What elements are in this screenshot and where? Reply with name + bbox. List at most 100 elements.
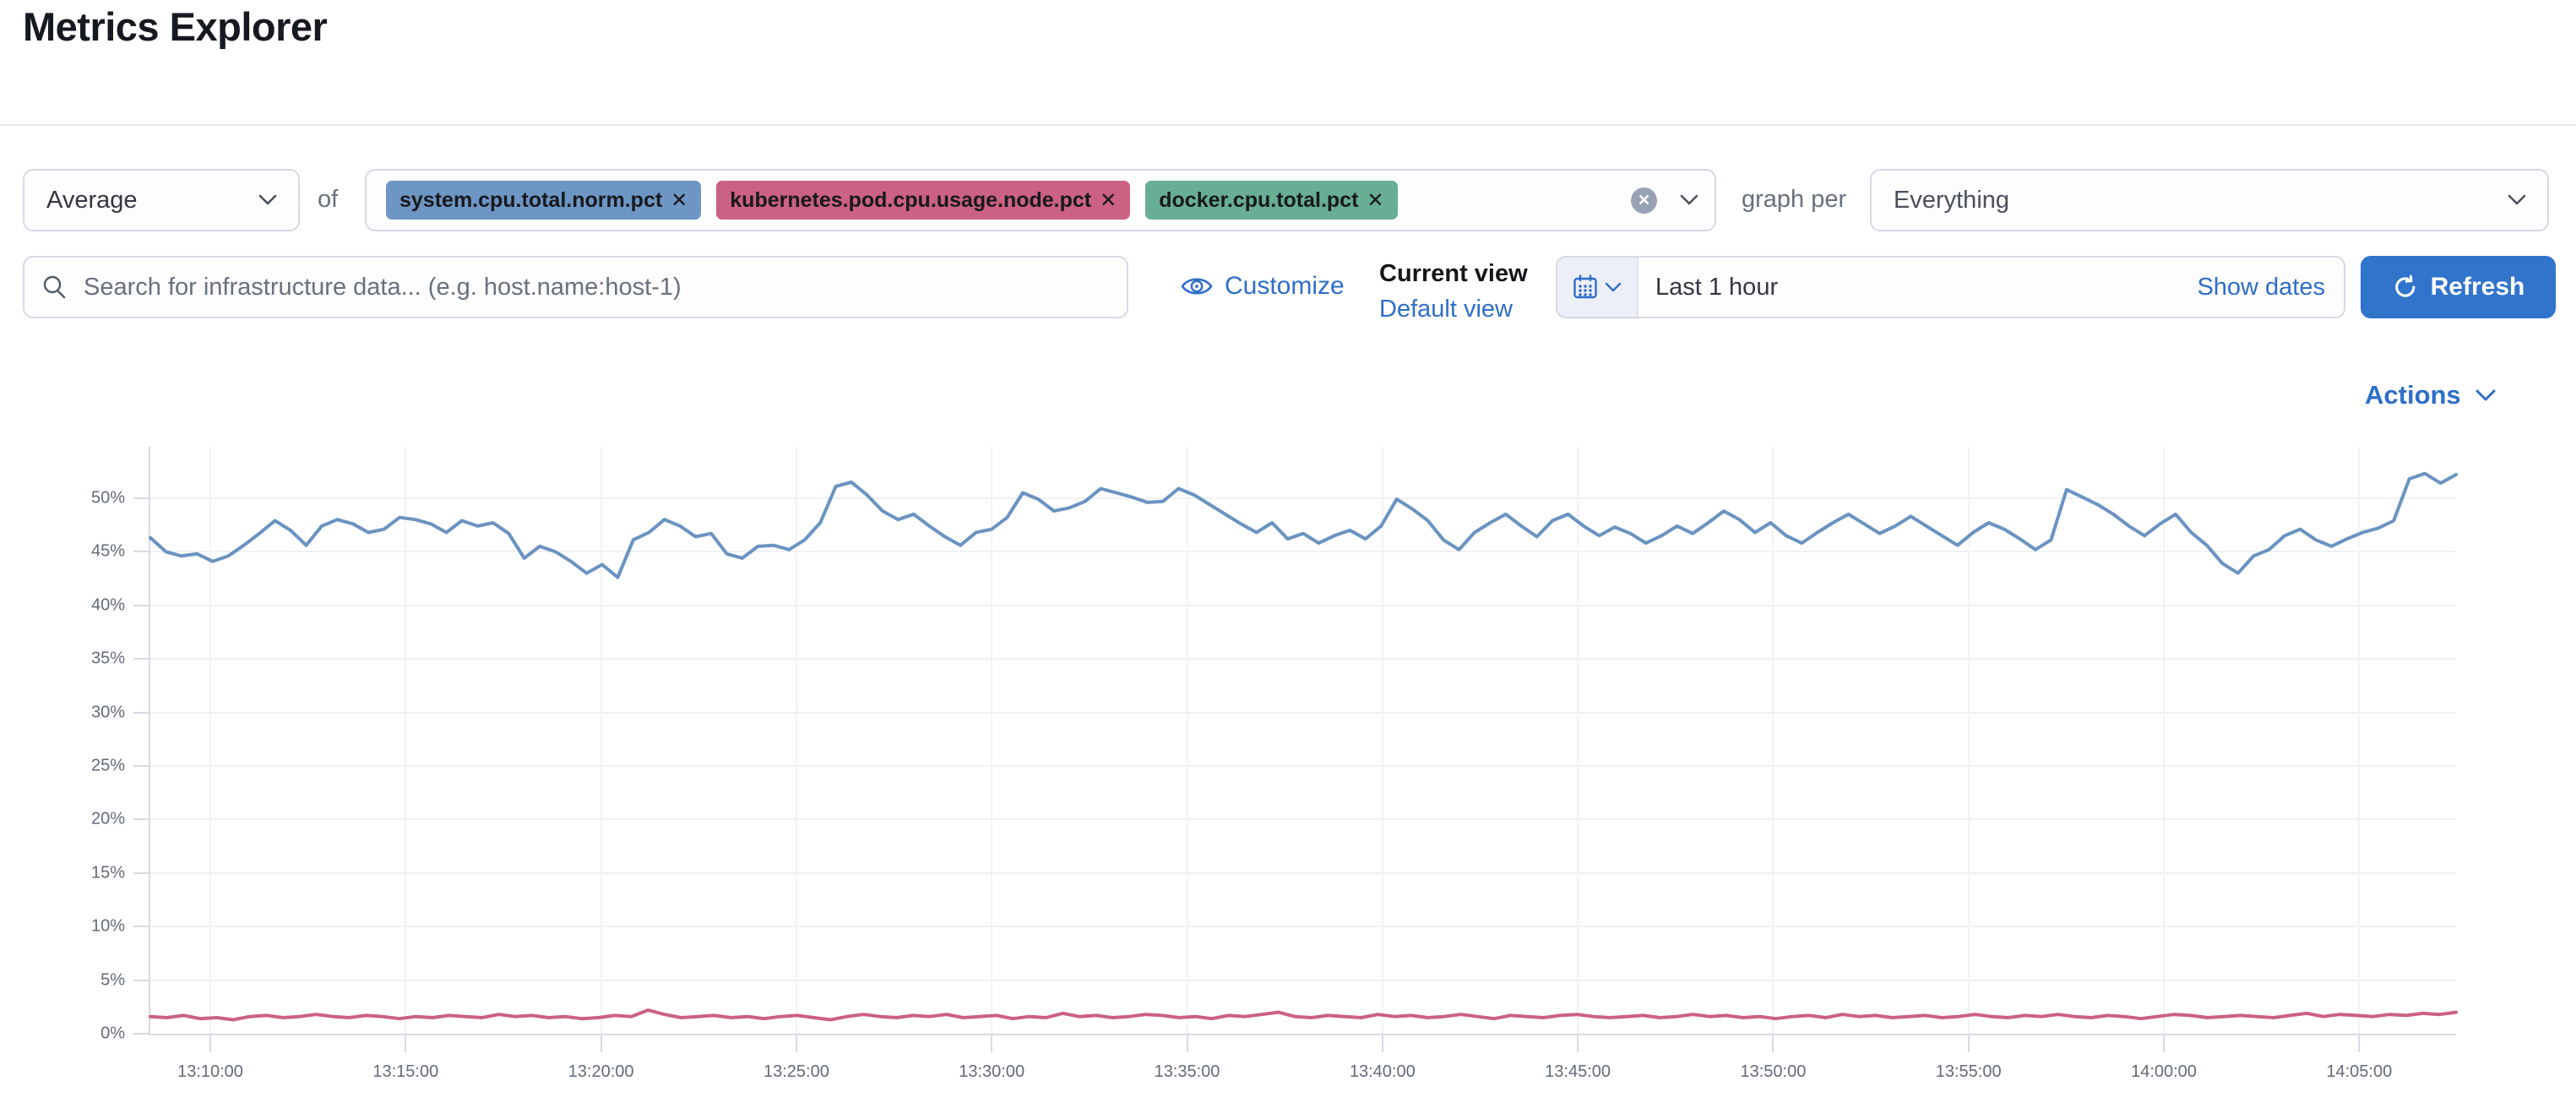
metrics-chart[interactable]: 0% 5% 10% 15% 20% 25% 30% 35% 40% 45% 50% 13:10:00 1… (91, 447, 2458, 1081)
x-tick-label: 13:10:00 (177, 1062, 243, 1081)
eye-icon (1181, 278, 1213, 295)
remove-metric-icon[interactable]: ✕ (671, 188, 688, 212)
v-gridline (600, 447, 602, 1034)
v-gridline (991, 447, 993, 1034)
date-picker: Last 1 hour Show dates (1556, 256, 2345, 318)
y-tick-label: 35% (90, 649, 125, 668)
x-tick (1967, 1034, 1970, 1052)
h-gridline (150, 497, 2456, 499)
v-gridline (1186, 447, 1188, 1034)
customize-label: Customize (1225, 272, 1345, 300)
clear-metrics-button[interactable]: ✕ (1631, 187, 1657, 214)
y-tick-label: 50% (90, 488, 125, 508)
x-tick (405, 1034, 407, 1052)
quick-select-button[interactable] (1557, 258, 1639, 317)
y-tick (133, 979, 149, 981)
y-tick (133, 551, 149, 553)
chevron-down-icon (258, 194, 277, 205)
y-axis-line (149, 447, 150, 1035)
y-tick-label: 25% (90, 756, 125, 775)
graph-per-label: graph per (1742, 186, 1847, 213)
show-dates-button[interactable]: Show dates (2197, 273, 2325, 301)
v-gridline (2358, 447, 2361, 1034)
current-view-label: Current view (1379, 260, 1528, 287)
metric-pill[interactable]: system.cpu.total.norm.pct ✕ (386, 181, 702, 220)
h-gridline (150, 926, 2456, 928)
remove-metric-icon[interactable]: ✕ (1367, 188, 1384, 212)
default-view-link[interactable]: Default view (1379, 296, 1513, 323)
x-tick-label: 13:30:00 (959, 1062, 1025, 1081)
metric-pill-label: docker.cpu.total.pct (1159, 187, 1359, 212)
metric-pill-label: system.cpu.total.norm.pct (399, 187, 663, 212)
metric-pill-label: kubernetes.pod.cpu.usage.node.pct (730, 187, 1092, 212)
y-tick (133, 872, 149, 874)
metric-pill[interactable]: docker.cpu.total.pct ✕ (1145, 181, 1398, 220)
page-title: Metrics Explorer (23, 4, 328, 49)
x-tick-label: 13:20:00 (568, 1062, 634, 1081)
actions-label: Actions (2365, 380, 2461, 410)
series-line-kubernetes.pod.cpu.usage.node.pct (149, 1008, 2458, 1022)
y-tick-label: 40% (90, 595, 125, 615)
y-tick-label: 15% (90, 863, 125, 883)
v-gridline (1381, 447, 1383, 1034)
x-tick-label: 13:45:00 (1545, 1062, 1611, 1081)
refresh-button[interactable]: Refresh (2361, 256, 2556, 318)
customize-button[interactable]: Customize (1181, 272, 1345, 301)
x-tick (1381, 1034, 1383, 1052)
x-tick (2163, 1034, 2165, 1052)
aggregation-value: Average (46, 186, 138, 214)
h-gridline (150, 872, 2456, 874)
v-gridline (1772, 447, 1774, 1034)
chevron-down-icon[interactable] (1679, 193, 1699, 207)
remove-metric-icon[interactable]: ✕ (1100, 188, 1117, 212)
metric-pill[interactable]: kubernetes.pod.cpu.usage.node.pct ✕ (716, 181, 1131, 220)
metric-pill-list: system.cpu.total.norm.pct ✕ kubernetes.pod… (386, 181, 1413, 220)
chevron-down-icon (2508, 194, 2526, 205)
x-tick (209, 1034, 211, 1052)
chevron-down-icon (1605, 282, 1622, 292)
chevron-down-icon (2475, 389, 2496, 400)
x-tick-label: 14:05:00 (2326, 1062, 2393, 1081)
search-input[interactable]: Search for infrastructure data... (e.g. … (23, 256, 1128, 318)
x-tick-label: 13:40:00 (1349, 1062, 1416, 1081)
x-tick-label: 13:35:00 (1154, 1062, 1220, 1081)
x-tick (991, 1034, 993, 1052)
h-gridline (150, 658, 2456, 660)
date-range-value[interactable]: Last 1 hour (1655, 273, 1779, 301)
view-switcher: Current view Default view (1379, 256, 1528, 327)
x-tick-label: 14:00:00 (2131, 1062, 2197, 1081)
x-tick-label: 13:15:00 (372, 1062, 439, 1081)
y-tick-label: 10% (90, 916, 125, 936)
y-tick (133, 658, 149, 660)
y-tick (133, 926, 149, 928)
y-tick-label: 0% (101, 1024, 125, 1043)
combobox-controls: ✕ (1631, 187, 1699, 214)
h-gridline (150, 604, 2456, 606)
x-tick (1577, 1034, 1579, 1052)
y-tick (133, 497, 149, 499)
x-tick (600, 1034, 602, 1052)
chart-plot-area[interactable] (149, 447, 2458, 1034)
y-tick (133, 604, 149, 606)
y-tick-label: 30% (90, 703, 125, 722)
y-tick-label: 5% (101, 970, 125, 990)
y-tick (133, 818, 149, 821)
y-tick (133, 1033, 149, 1035)
h-gridline (150, 979, 2456, 981)
header-divider (0, 124, 2576, 126)
v-gridline (1967, 447, 1970, 1034)
group-by-select[interactable]: Everything (1870, 169, 2549, 231)
aggregation-select[interactable]: Average (23, 169, 300, 231)
x-tick (1186, 1034, 1188, 1052)
of-label: of (318, 186, 339, 213)
actions-menu-button[interactable]: Actions (2365, 380, 2497, 410)
x-tick (795, 1034, 797, 1052)
x-tick-label: 13:50:00 (1740, 1062, 1807, 1081)
v-gridline (405, 447, 407, 1034)
y-tick-label: 45% (90, 541, 125, 561)
x-tick-label: 13:55:00 (1935, 1062, 2002, 1081)
y-tick (133, 764, 149, 767)
refresh-icon (2394, 274, 2416, 297)
metrics-combobox[interactable]: system.cpu.total.norm.pct ✕ kubernetes.pod… (365, 169, 1716, 231)
